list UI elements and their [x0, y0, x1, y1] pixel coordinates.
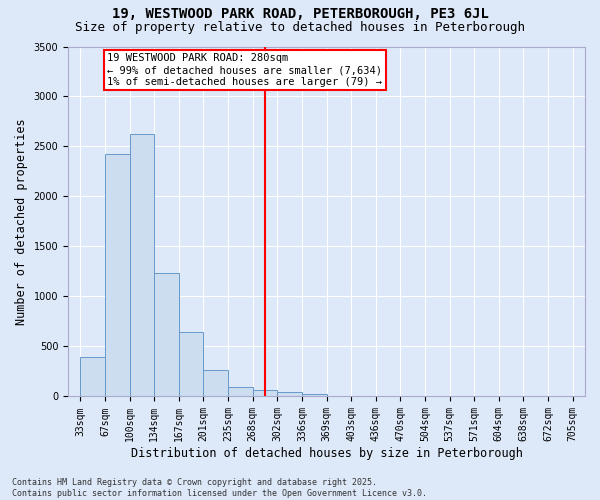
Y-axis label: Number of detached properties: Number of detached properties	[15, 118, 28, 325]
Bar	[253, 390, 277, 396]
Bar	[179, 332, 203, 396]
Bar	[80, 358, 105, 397]
Bar	[105, 154, 130, 396]
Bar	[228, 388, 253, 396]
Bar	[302, 394, 326, 396]
X-axis label: Distribution of detached houses by size in Peterborough: Distribution of detached houses by size …	[131, 447, 523, 460]
Bar	[203, 370, 228, 396]
Text: 19, WESTWOOD PARK ROAD, PETERBOROUGH, PE3 6JL: 19, WESTWOOD PARK ROAD, PETERBOROUGH, PE…	[112, 8, 488, 22]
Text: 19 WESTWOOD PARK ROAD: 280sqm
← 99% of detached houses are smaller (7,634)
1% of: 19 WESTWOOD PARK ROAD: 280sqm ← 99% of d…	[107, 54, 382, 86]
Text: Size of property relative to detached houses in Peterborough: Size of property relative to detached ho…	[75, 21, 525, 34]
Text: Contains HM Land Registry data © Crown copyright and database right 2025.
Contai: Contains HM Land Registry data © Crown c…	[12, 478, 427, 498]
Bar	[277, 392, 302, 396]
Bar	[154, 274, 179, 396]
Bar	[130, 134, 154, 396]
